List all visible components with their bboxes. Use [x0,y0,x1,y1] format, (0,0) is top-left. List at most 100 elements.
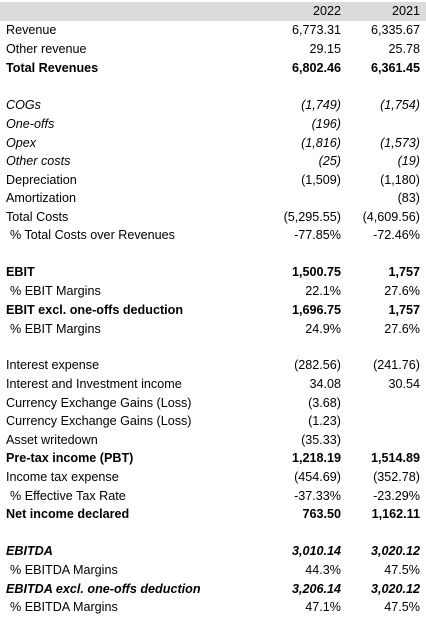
table-row-one-offs: One-offs (196) [0,115,426,134]
row-label: Pre-tax income (PBT) [6,451,134,465]
row-label: EBITDA [6,544,53,558]
table-row-depreciation: Depreciation (1,509) (1,180) [0,171,426,190]
value-2022: 3,010.14 [291,544,341,558]
row-label: Interest and Investment income [6,377,182,391]
value-2021: (19) [397,154,420,168]
table-row-ebitda-excl-one-offs: EBITDA excl. one-offs deduction 3,206.14… [0,580,426,599]
value-2022: (1,816) [301,136,341,150]
value-2021: -23.29% [373,489,420,503]
value-2022: -77.85% [294,228,341,242]
table-row-revenue: Revenue 6,773.31 6,335.67 [0,21,426,40]
table-row-cogs: COGs (1,749) (1,754) [0,96,426,115]
value-2022: (454.69) [294,470,341,484]
row-label: COGs [6,98,41,112]
table-row-income-tax-expense: Income tax expense (454.69) (352.78) [0,468,426,487]
value-2021: 1,162.11 [371,507,420,521]
header-row: 2022 2021 [0,2,426,21]
row-label: % Total Costs over Revenues [10,228,175,242]
value-2022: 6,773.31 [291,23,341,37]
row-label: Income tax expense [6,470,119,484]
column-header-2021: 2021 [391,4,420,18]
value-2022: (1,509) [301,173,341,187]
value-2021: 47.5% [384,600,420,614]
value-2022: (1,749) [301,98,341,112]
table-row-total-costs-pct: % Total Costs over Revenues -77.85% -72.… [0,226,426,245]
value-2021: 27.6% [384,284,420,298]
value-2021: 3,020.12 [370,582,420,596]
value-2021: (83) [397,191,420,205]
table-row-effective-tax-rate: % Effective Tax Rate -37.33% -23.29% [0,487,426,506]
value-2022: 47.1% [305,600,341,614]
row-label: EBIT excl. one-offs deduction [6,303,184,317]
value-2022: (35.33) [301,433,341,447]
row-label: % EBITDA Margins [10,563,118,577]
table-row-amortization: Amortization (83) [0,189,426,208]
table-row-interest-expense: Interest expense (282.56) (241.76) [0,356,426,375]
row-label: Other revenue [6,42,87,56]
value-2021: 1,757 [388,265,420,279]
value-2022: -37.33% [294,489,341,503]
value-2021: -72.46% [373,228,420,242]
value-2022: 1,500.75 [291,265,341,279]
column-header-2022: 2022 [312,4,341,18]
row-label: Asset writedown [6,433,98,447]
row-label: Interest expense [6,358,100,372]
row-label: Other costs [6,154,71,168]
value-2022: 34.08 [309,377,341,391]
value-2022: 24.9% [305,322,341,336]
value-2021: 1,757 [388,303,420,317]
value-2021: 30.54 [388,377,420,391]
value-2022: (25) [318,154,341,168]
value-2022: 22.1% [305,284,341,298]
value-2021: 6,361.45 [370,61,420,75]
value-2021: (241.76) [373,358,420,372]
table-row-total-costs: Total Costs (5,295.55) (4,609.56) [0,208,426,227]
table-row-total-revenues: Total Revenues 6,802.46 6,361.45 [0,59,426,78]
value-2021: 3,020.12 [370,544,420,558]
row-label: % EBITDA Margins [10,600,118,614]
value-2022: 763.50 [302,507,341,521]
value-2022: 3,206.14 [291,582,341,596]
row-label: Total Revenues [6,61,99,75]
value-2022: 1,218.19 [291,451,341,465]
value-2021: 25.78 [388,42,420,56]
row-label: Currency Exchange Gains (Loss) [6,414,192,428]
table-row-ebit-margins-excl: % EBIT Margins 24.9% 27.6% [0,320,426,339]
table-row-ebitda-margins-excl: % EBITDA Margins 47.1% 47.5% [0,598,426,617]
value-2021: (352.78) [373,470,420,484]
value-2022: (1.23) [308,414,341,428]
table-row-ebit: EBIT 1,500.75 1,757 [0,263,426,282]
table-row-net-income: Net income declared 763.50 1,162.11 [0,505,426,524]
row-label: Net income declared [6,507,130,521]
value-2021: 27.6% [384,322,420,336]
row-label: % EBIT Margins [10,284,101,298]
value-2022: (282.56) [294,358,341,372]
table-row-interest-investment-income: Interest and Investment income 34.08 30.… [0,375,426,394]
row-label: Depreciation [6,173,77,187]
value-2022: 1,696.75 [291,303,341,317]
value-2021: (4,609.56) [362,210,420,224]
row-label: % EBIT Margins [10,322,101,336]
value-2021: (1,573) [380,136,420,150]
table-row-other-revenue: Other revenue 29.15 25.78 [0,40,426,59]
row-label: Revenue [6,23,57,37]
table-row-ebit-excl-one-offs: EBIT excl. one-offs deduction 1,696.75 1… [0,301,426,320]
value-2022: (5,295.55) [283,210,341,224]
value-2022: 44.3% [305,563,341,577]
value-2021: (1,180) [380,173,420,187]
value-2022: (3.68) [308,396,341,410]
row-label: Currency Exchange Gains (Loss) [6,396,192,410]
table-row-ebitda-margins: % EBITDA Margins 44.3% 47.5% [0,561,426,580]
table-row-other-costs: Other costs (25) (19) [0,152,426,171]
table-row-ebit-margins: % EBIT Margins 22.1% 27.6% [0,282,426,301]
row-label: Opex [6,136,37,150]
row-label: EBITDA excl. one-offs deduction [6,582,201,596]
value-2021: 47.5% [384,563,420,577]
row-label: Amortization [6,191,76,205]
table-row-pre-tax-income: Pre-tax income (PBT) 1,218.19 1,514.89 [0,449,426,468]
value-2022: (196) [311,117,341,131]
table-row-opex: Opex (1,816) (1,573) [0,134,426,153]
value-2021: 1,514.89 [370,451,420,465]
table-row-currency-exchange-2: Currency Exchange Gains (Loss) (1.23) [0,412,426,431]
